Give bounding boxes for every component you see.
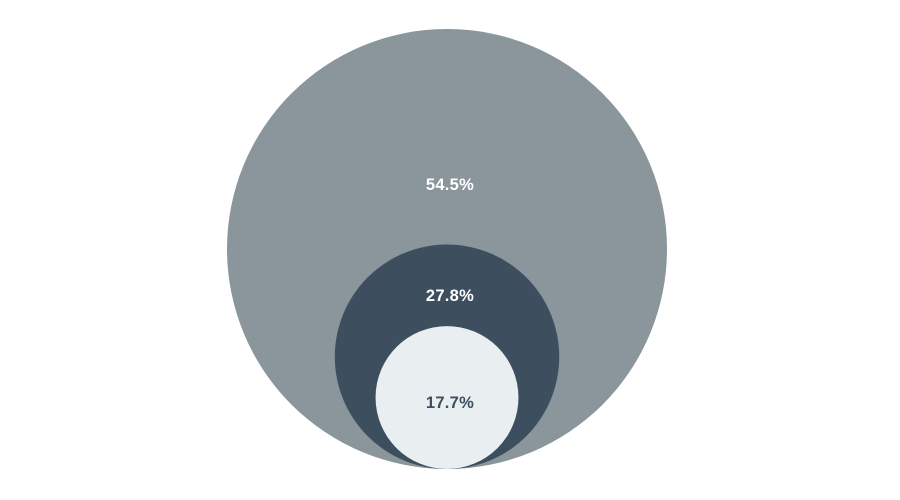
circle-value-label-2: 17.7% bbox=[426, 394, 474, 412]
nested-circles-group: 54.5% 27.8% 17.7% bbox=[227, 29, 667, 469]
circle-segment-2[interactable] bbox=[375, 326, 519, 469]
circle-value-label-0: 54.5% bbox=[426, 176, 474, 194]
circle-value-label-1: 27.8% bbox=[426, 287, 474, 305]
